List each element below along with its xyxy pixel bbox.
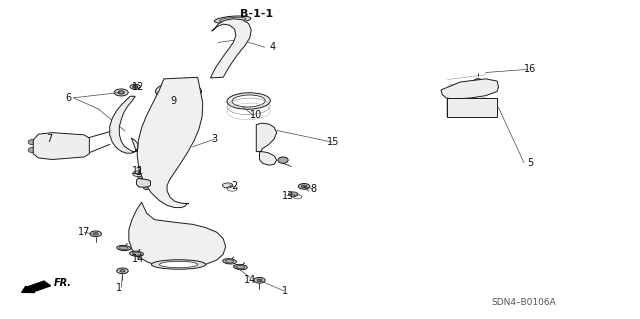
Ellipse shape xyxy=(114,89,128,96)
Ellipse shape xyxy=(143,186,150,189)
Ellipse shape xyxy=(132,85,138,88)
Polygon shape xyxy=(441,79,499,99)
Text: 12: 12 xyxy=(132,82,145,92)
Ellipse shape xyxy=(118,91,124,94)
Ellipse shape xyxy=(289,192,298,197)
Text: FR.: FR. xyxy=(54,278,72,288)
Polygon shape xyxy=(136,178,150,187)
Ellipse shape xyxy=(138,175,145,179)
Ellipse shape xyxy=(236,265,244,269)
Ellipse shape xyxy=(129,251,143,256)
Text: 1: 1 xyxy=(282,286,288,296)
Ellipse shape xyxy=(40,135,49,141)
Ellipse shape xyxy=(257,279,262,282)
Ellipse shape xyxy=(223,259,236,264)
Ellipse shape xyxy=(278,157,288,163)
Ellipse shape xyxy=(223,183,233,188)
Text: 10: 10 xyxy=(250,110,262,120)
Ellipse shape xyxy=(28,147,36,152)
Text: 1: 1 xyxy=(116,283,122,293)
Text: 3: 3 xyxy=(212,134,218,144)
Text: 14: 14 xyxy=(244,275,256,285)
Ellipse shape xyxy=(301,185,307,188)
Ellipse shape xyxy=(467,104,478,111)
Ellipse shape xyxy=(130,84,140,89)
Ellipse shape xyxy=(474,79,482,84)
Ellipse shape xyxy=(93,233,99,235)
Polygon shape xyxy=(129,202,226,268)
Polygon shape xyxy=(109,96,138,153)
Ellipse shape xyxy=(264,126,271,130)
Ellipse shape xyxy=(152,260,205,269)
Ellipse shape xyxy=(116,268,128,274)
Ellipse shape xyxy=(119,246,128,250)
Ellipse shape xyxy=(132,171,144,177)
Ellipse shape xyxy=(120,270,125,272)
Text: B-1-1: B-1-1 xyxy=(240,9,273,19)
Text: 6: 6 xyxy=(65,93,71,103)
Ellipse shape xyxy=(476,80,479,82)
Text: 2: 2 xyxy=(135,167,141,177)
Ellipse shape xyxy=(253,278,265,283)
Text: 4: 4 xyxy=(269,42,275,52)
Text: 17: 17 xyxy=(78,227,90,237)
Text: 7: 7 xyxy=(46,134,52,144)
Ellipse shape xyxy=(227,93,270,109)
Ellipse shape xyxy=(159,261,198,268)
Text: 5: 5 xyxy=(527,158,533,168)
Text: 11: 11 xyxy=(132,166,145,175)
Text: 14: 14 xyxy=(132,254,145,264)
Ellipse shape xyxy=(214,16,251,24)
Polygon shape xyxy=(33,133,90,160)
Ellipse shape xyxy=(28,140,36,145)
Ellipse shape xyxy=(225,260,234,263)
Ellipse shape xyxy=(298,183,310,189)
Ellipse shape xyxy=(156,82,202,101)
Ellipse shape xyxy=(232,95,265,107)
Polygon shape xyxy=(137,77,203,208)
Text: 16: 16 xyxy=(524,64,536,74)
Polygon shape xyxy=(447,98,497,117)
Polygon shape xyxy=(211,19,251,78)
Ellipse shape xyxy=(90,231,101,237)
Text: 2: 2 xyxy=(231,182,237,191)
Ellipse shape xyxy=(166,87,191,96)
Text: 13: 13 xyxy=(282,191,294,201)
Ellipse shape xyxy=(117,245,131,251)
Text: SDN4–B0106A: SDN4–B0106A xyxy=(492,298,556,307)
Text: 9: 9 xyxy=(170,96,177,106)
FancyArrow shape xyxy=(22,281,51,293)
Ellipse shape xyxy=(161,85,196,98)
Ellipse shape xyxy=(264,160,271,164)
Text: 15: 15 xyxy=(326,137,339,147)
Ellipse shape xyxy=(234,264,247,270)
Text: 8: 8 xyxy=(310,184,317,194)
Ellipse shape xyxy=(40,151,49,157)
Ellipse shape xyxy=(132,252,141,256)
Polygon shape xyxy=(256,123,276,165)
